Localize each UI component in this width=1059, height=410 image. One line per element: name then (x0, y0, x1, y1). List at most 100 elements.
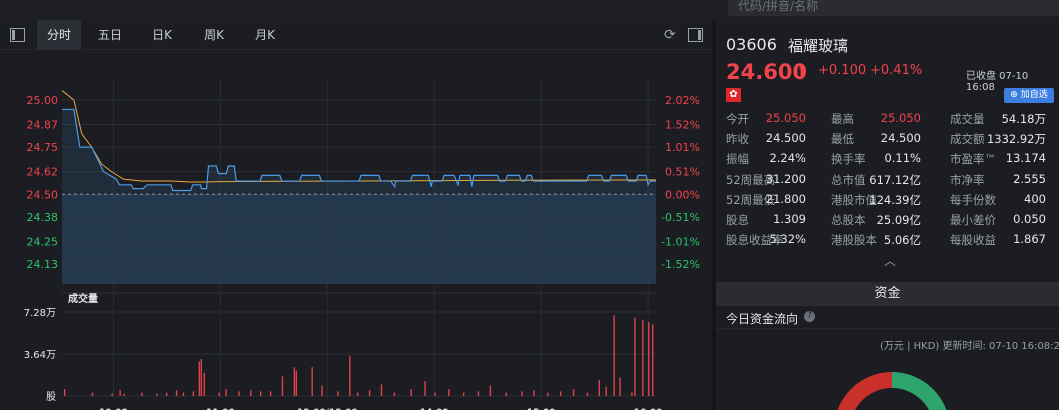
stat-value: 1332.92万 (986, 132, 1046, 147)
y-axis-pct-label: -0.51% (661, 211, 700, 224)
y-axis-label: 24.62 (27, 166, 59, 179)
y-axis-pct-label: -1.52% (661, 258, 700, 271)
sidebar-toggle-icon[interactable] (10, 28, 25, 42)
stat-value: 124.39亿 (869, 192, 921, 207)
stat-value: 21.800 (765, 191, 806, 206)
tab-weekly-k[interactable]: 周K (204, 28, 224, 42)
period-tabs: 分时 五日 日K 周K 月K ⟳ (0, 20, 712, 50)
stat-label: 总股本 (831, 212, 866, 227)
stat-row: 52周最高 31.200 总市值 617.12亿 市净率 2.555 (726, 170, 1056, 190)
stat-label: 股息收益率 (726, 233, 784, 248)
tab-intraday[interactable]: 分时 (37, 20, 81, 50)
stat-value: 25.050 (880, 111, 921, 125)
y-axis-label: 24.38 (27, 211, 59, 224)
volume-bar (634, 317, 636, 396)
volume-axis-label: 7.28万 (24, 308, 56, 319)
volume-bar (218, 392, 220, 396)
top-bar: 代码/拼音/名称 (0, 0, 1059, 20)
volume-bar (63, 389, 66, 396)
volume-bar (572, 389, 575, 396)
volume-bar (586, 392, 589, 396)
volume-bar (225, 389, 227, 396)
price-line (62, 108, 656, 192)
stock-code: 03606 (726, 35, 777, 54)
stat-label: 成交量 (950, 112, 985, 126)
stat-value: 0.050 (1013, 211, 1046, 226)
price-change-pct: +0.41% (870, 63, 923, 78)
stat-value: 24.500 (765, 131, 806, 146)
chevron-up-icon[interactable]: ︿ (884, 254, 897, 268)
funds-section-header[interactable]: 资金 (716, 282, 1059, 306)
volume-bar (123, 393, 125, 396)
stat-label: 市净率 (950, 172, 985, 187)
update-time: (万元 | HKD) 更新时间: 07-10 16:08:23 (880, 341, 1059, 352)
capital-flow-donut (837, 372, 947, 410)
volume-bar (424, 381, 426, 396)
stat-label: 最高 (831, 112, 854, 126)
stat-value: 5.32% (769, 232, 806, 247)
volume-bar (559, 391, 562, 396)
y-axis-pct-label: 1.01% (665, 141, 700, 154)
volume-bar (260, 391, 262, 396)
help-icon[interactable]: ? (804, 311, 815, 322)
volume-bar (410, 389, 412, 396)
stat-label: 每股收益 (950, 233, 996, 248)
y-axis-label: 25.00 (27, 94, 59, 107)
add-watchlist-button[interactable]: ⊕ 加自选 (1004, 88, 1054, 103)
volume-bar (477, 391, 480, 396)
volume-axis-label: 3.64万 (24, 350, 56, 361)
stat-value: 31.200 (765, 171, 806, 186)
volume-bar (182, 392, 185, 396)
outflow-arc (891, 372, 947, 410)
x-axis-label: 12:00/13:00 (297, 408, 358, 410)
volume-bar (203, 372, 205, 396)
stat-label: 成交额 (950, 132, 985, 147)
panel-toggle-icon[interactable] (688, 28, 703, 42)
stat-label: 52周最高 (726, 172, 776, 187)
volume-bar (141, 392, 143, 396)
stat-row: 股息收益率 5.32% 港股股本 5.06亿 每股收益 1.867 (726, 230, 1056, 250)
volume-bar (448, 389, 450, 396)
volume-bar (598, 379, 600, 396)
refresh-icon[interactable]: ⟳ (664, 27, 676, 43)
volume-bar (462, 392, 465, 396)
y-axis-label: 24.87 (27, 119, 59, 132)
stat-row: 振幅 2.24% 换手率 0.11% 市盈率™ 13.174 (726, 149, 1056, 169)
volume-bar (175, 390, 178, 396)
stat-label: 昨收 (726, 132, 749, 147)
stat-value: 5.06亿 (883, 233, 921, 248)
volume-bar (393, 392, 396, 396)
volume-bar (652, 324, 654, 396)
volume-bar (380, 384, 383, 396)
average-price-line (61, 90, 657, 183)
x-axis-label: 10:00 (99, 408, 128, 410)
volume-bar (111, 393, 113, 396)
quote-panel: 03606 福耀玻璃 24.600 ⬆ +0.100 +0.41% 已收盘 07… (716, 20, 1059, 410)
capital-flow-title: 今日资金流向 (726, 312, 799, 326)
stat-label: 52周最低 (726, 192, 776, 207)
market-status: 已收盘 07-10 16:08 (966, 71, 1029, 93)
volume-bar (505, 392, 507, 396)
volume-title: 成交量 (68, 292, 98, 305)
volume-bar (337, 391, 339, 396)
volume-bar (631, 392, 633, 396)
search-input[interactable]: 代码/拼音/名称 (728, 0, 1059, 16)
volume-axis-label: 股 (46, 391, 56, 403)
tab-monthly-k[interactable]: 月K (255, 28, 275, 42)
volume-bar (521, 391, 523, 396)
y-axis-pct-label: -1.01% (661, 235, 700, 248)
volume-bar (321, 385, 323, 396)
y-axis-pct-label: 1.52% (665, 119, 700, 132)
tab-daily-k[interactable]: 日K (152, 28, 172, 42)
stat-label: 股息 (726, 212, 749, 227)
stat-label: 最小差价 (950, 212, 996, 227)
volume-bar (605, 386, 607, 396)
stat-value: 617.12亿 (869, 172, 921, 187)
stat-value: 54.18万 (1001, 112, 1046, 126)
x-axis-label: 16:00 (634, 408, 663, 410)
intraday-chart[interactable]: 25.00 24.87 24.75 24.62 24.50 24.38 24.25 24.13… (0, 40, 712, 410)
y-axis-label: 24.13 (27, 258, 59, 271)
tab-five-day[interactable]: 五日 (97, 28, 122, 42)
quote-stats: 今开 25.050 最高 25.050 成交量 54.18万 昨收 24.500 最低 24.50… (726, 109, 1056, 250)
stat-label: 总市值 (831, 172, 866, 187)
